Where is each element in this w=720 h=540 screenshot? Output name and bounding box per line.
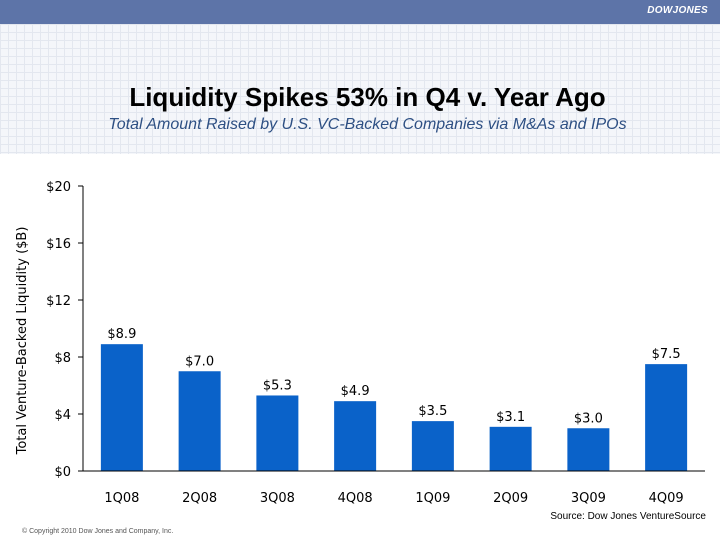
y-tick-label: $20 (46, 180, 71, 195)
chart-subtitle: Total Amount Raised by U.S. VC-Backed Co… (108, 116, 627, 133)
data-label: $4.9 (341, 384, 370, 399)
x-tick-label: 3Q09 (571, 491, 606, 506)
bar-2q09 (489, 426, 532, 471)
bar-3q08 (256, 395, 299, 471)
data-label: $3.1 (496, 410, 525, 425)
x-tick-label: 4Q09 (649, 491, 684, 506)
data-label: $8.9 (107, 327, 136, 342)
x-tick-label: 2Q08 (182, 491, 217, 506)
header-bar: DOWJONES (0, 0, 720, 24)
y-tick-label: $16 (46, 237, 71, 252)
bar-1q09 (411, 421, 454, 471)
bar-1q08 (100, 344, 143, 471)
y-axis-label: Total Venture-Backed Liquidity ($B) (15, 227, 30, 456)
data-label: $7.5 (652, 347, 681, 362)
y-tick-label: $8 (54, 351, 71, 366)
copyright-note: © Copyright 2010 Dow Jones and Company, … (22, 528, 174, 535)
x-tick-label: 2Q09 (493, 491, 528, 506)
data-label: $3.0 (574, 411, 603, 426)
data-label: $7.0 (185, 354, 214, 369)
title-background (0, 24, 720, 154)
chart-title: Liquidity Spikes 53% in Q4 v. Year Ago (129, 82, 606, 112)
x-tick-label: 1Q08 (104, 491, 139, 506)
brand-logo: DOWJONES (647, 5, 708, 16)
data-label: $3.5 (418, 404, 447, 419)
y-tick-label: $4 (54, 408, 71, 423)
x-tick-label: 1Q09 (415, 491, 450, 506)
bar-3q09 (567, 428, 610, 471)
y-tick-label: $12 (46, 294, 71, 309)
x-tick-label: 4Q08 (338, 491, 373, 506)
x-tick-label: 3Q08 (260, 491, 295, 506)
bar-4q08 (334, 401, 377, 471)
source-note: Source: Dow Jones VentureSource (550, 511, 706, 522)
data-label: $5.3 (263, 378, 292, 393)
bar-4q09 (645, 364, 688, 471)
bar-2q08 (178, 371, 221, 471)
bar-chart: Total Venture-Backed Liquidity ($B) $0 $4… (15, 180, 705, 506)
y-tick-label: $0 (54, 465, 71, 480)
